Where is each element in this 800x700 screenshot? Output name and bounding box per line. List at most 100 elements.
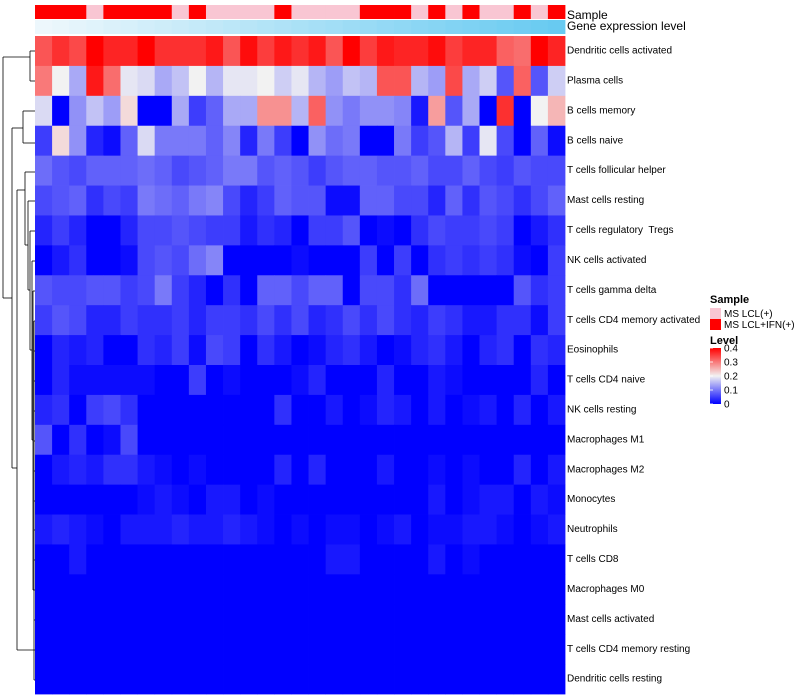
heatmap-cell	[479, 424, 498, 456]
heatmap-cell	[376, 574, 395, 605]
heatmap-cell	[171, 335, 190, 366]
heatmap-cell	[291, 65, 309, 97]
heatmap-cell	[205, 514, 224, 545]
sample-annotation-track	[35, 5, 566, 19]
heatmap-cell	[188, 65, 207, 97]
heatmap-cell	[376, 604, 395, 635]
heatmap-cell	[325, 454, 344, 486]
heatmap-cell	[154, 454, 173, 486]
heatmap-cell	[223, 574, 241, 605]
expression-track-cell	[513, 20, 532, 34]
heatmap-cell	[325, 484, 344, 515]
heatmap-cell	[411, 155, 429, 186]
heatmap-cell	[171, 95, 190, 127]
heatmap-cell	[103, 484, 121, 515]
heatmap-cell	[291, 185, 309, 216]
level-tick-label: 0.2	[724, 372, 738, 383]
heatmap-cell	[257, 394, 275, 426]
heatmap-cell	[547, 634, 566, 665]
heatmap-cell	[479, 335, 498, 366]
expression-track-cell	[154, 20, 173, 34]
heatmap-cell	[394, 95, 412, 127]
heatmap-cell	[342, 65, 361, 97]
heatmap-cell	[513, 36, 532, 67]
heatmap-cell	[325, 155, 344, 186]
heatmap-cell	[342, 544, 361, 575]
heatmap-cell	[35, 514, 53, 545]
heatmap-cell	[120, 275, 138, 306]
sample-track-cell	[35, 5, 53, 19]
row-label-t-cells-cd4-memory-activated: T cells CD4 memory activated	[567, 315, 700, 326]
heatmap-cell	[171, 245, 190, 276]
heatmap-cell	[496, 95, 515, 127]
heatmap-cell	[205, 155, 224, 186]
heatmap-cell	[52, 514, 70, 545]
heatmap-cell	[479, 275, 498, 306]
heatmap-cell	[411, 245, 429, 276]
heatmap-cell	[188, 394, 207, 426]
heatmap-cell	[530, 544, 549, 575]
heatmap-cell	[291, 215, 309, 246]
heatmap-cell	[154, 424, 173, 456]
heatmap-cell	[86, 544, 104, 575]
heatmap-cell	[223, 305, 241, 336]
expression-track-cell	[120, 20, 138, 34]
heatmap-cell	[411, 424, 429, 456]
heatmap-cell	[308, 36, 327, 67]
heatmap-cell	[35, 335, 53, 366]
heatmap-cell	[205, 454, 224, 486]
heatmap-cell	[428, 36, 446, 67]
heatmap-cell	[342, 335, 361, 366]
heatmap-cell	[69, 454, 87, 486]
heatmap-cell	[205, 604, 224, 635]
sample-track-cell	[308, 5, 327, 19]
heatmap-cell	[188, 185, 207, 216]
heatmap-cell	[103, 36, 121, 67]
expression-track-cell	[205, 20, 224, 34]
heatmap-cell	[86, 424, 104, 456]
heatmap-cells	[35, 36, 566, 695]
heatmap-cell	[223, 604, 241, 635]
sample-track-cell	[513, 5, 532, 19]
heatmap-cell	[188, 215, 207, 246]
heatmap-cell	[530, 484, 549, 515]
level-tick-label: 0	[724, 400, 730, 411]
heatmap-cell	[359, 664, 378, 695]
heatmap-cell	[513, 664, 532, 695]
heatmap-cell	[308, 424, 327, 456]
expression-track-cell	[69, 20, 87, 34]
heatmap-cell	[120, 574, 138, 605]
heatmap-cell	[359, 634, 378, 665]
heatmap-cell	[462, 544, 480, 575]
heatmap-cell	[120, 305, 138, 336]
heatmap-cell	[205, 36, 224, 67]
heatmap-cell	[69, 95, 87, 127]
heatmap-cell	[308, 125, 327, 157]
sample-track-cell	[359, 5, 378, 19]
heatmap-cell	[257, 574, 275, 605]
heatmap-cell	[154, 245, 173, 276]
row-label-t-cells-gamma-delta: T cells gamma delta	[567, 285, 657, 296]
heatmap-cell	[52, 604, 70, 635]
heatmap-cell	[359, 155, 378, 186]
row-label-dendritic-cells-resting: Dendritic cells resting	[567, 674, 662, 685]
heatmap-cell	[428, 275, 446, 306]
heatmap-cell	[394, 394, 412, 426]
row-label-macrophages-m2: Macrophages M2	[567, 464, 645, 475]
expression-track-cell	[342, 20, 361, 34]
heatmap-cell	[223, 65, 241, 97]
row-label-t-cells-regulatory-tregs: T cells regulatory Tregs	[567, 225, 674, 236]
heatmap-cell	[223, 365, 241, 396]
row-label-t-cells-cd4-naive: T cells CD4 naive	[567, 375, 646, 386]
heatmap-cell	[513, 604, 532, 635]
sample-track-cell	[205, 5, 224, 19]
heatmap-cell	[445, 95, 463, 127]
heatmap-cell	[137, 215, 156, 246]
heatmap-cell	[103, 544, 121, 575]
heatmap-cell	[171, 215, 190, 246]
heatmap-cell	[205, 634, 224, 665]
heatmap-cell	[462, 394, 480, 426]
heatmap-cell	[445, 65, 463, 97]
heatmap-cell	[462, 36, 480, 67]
